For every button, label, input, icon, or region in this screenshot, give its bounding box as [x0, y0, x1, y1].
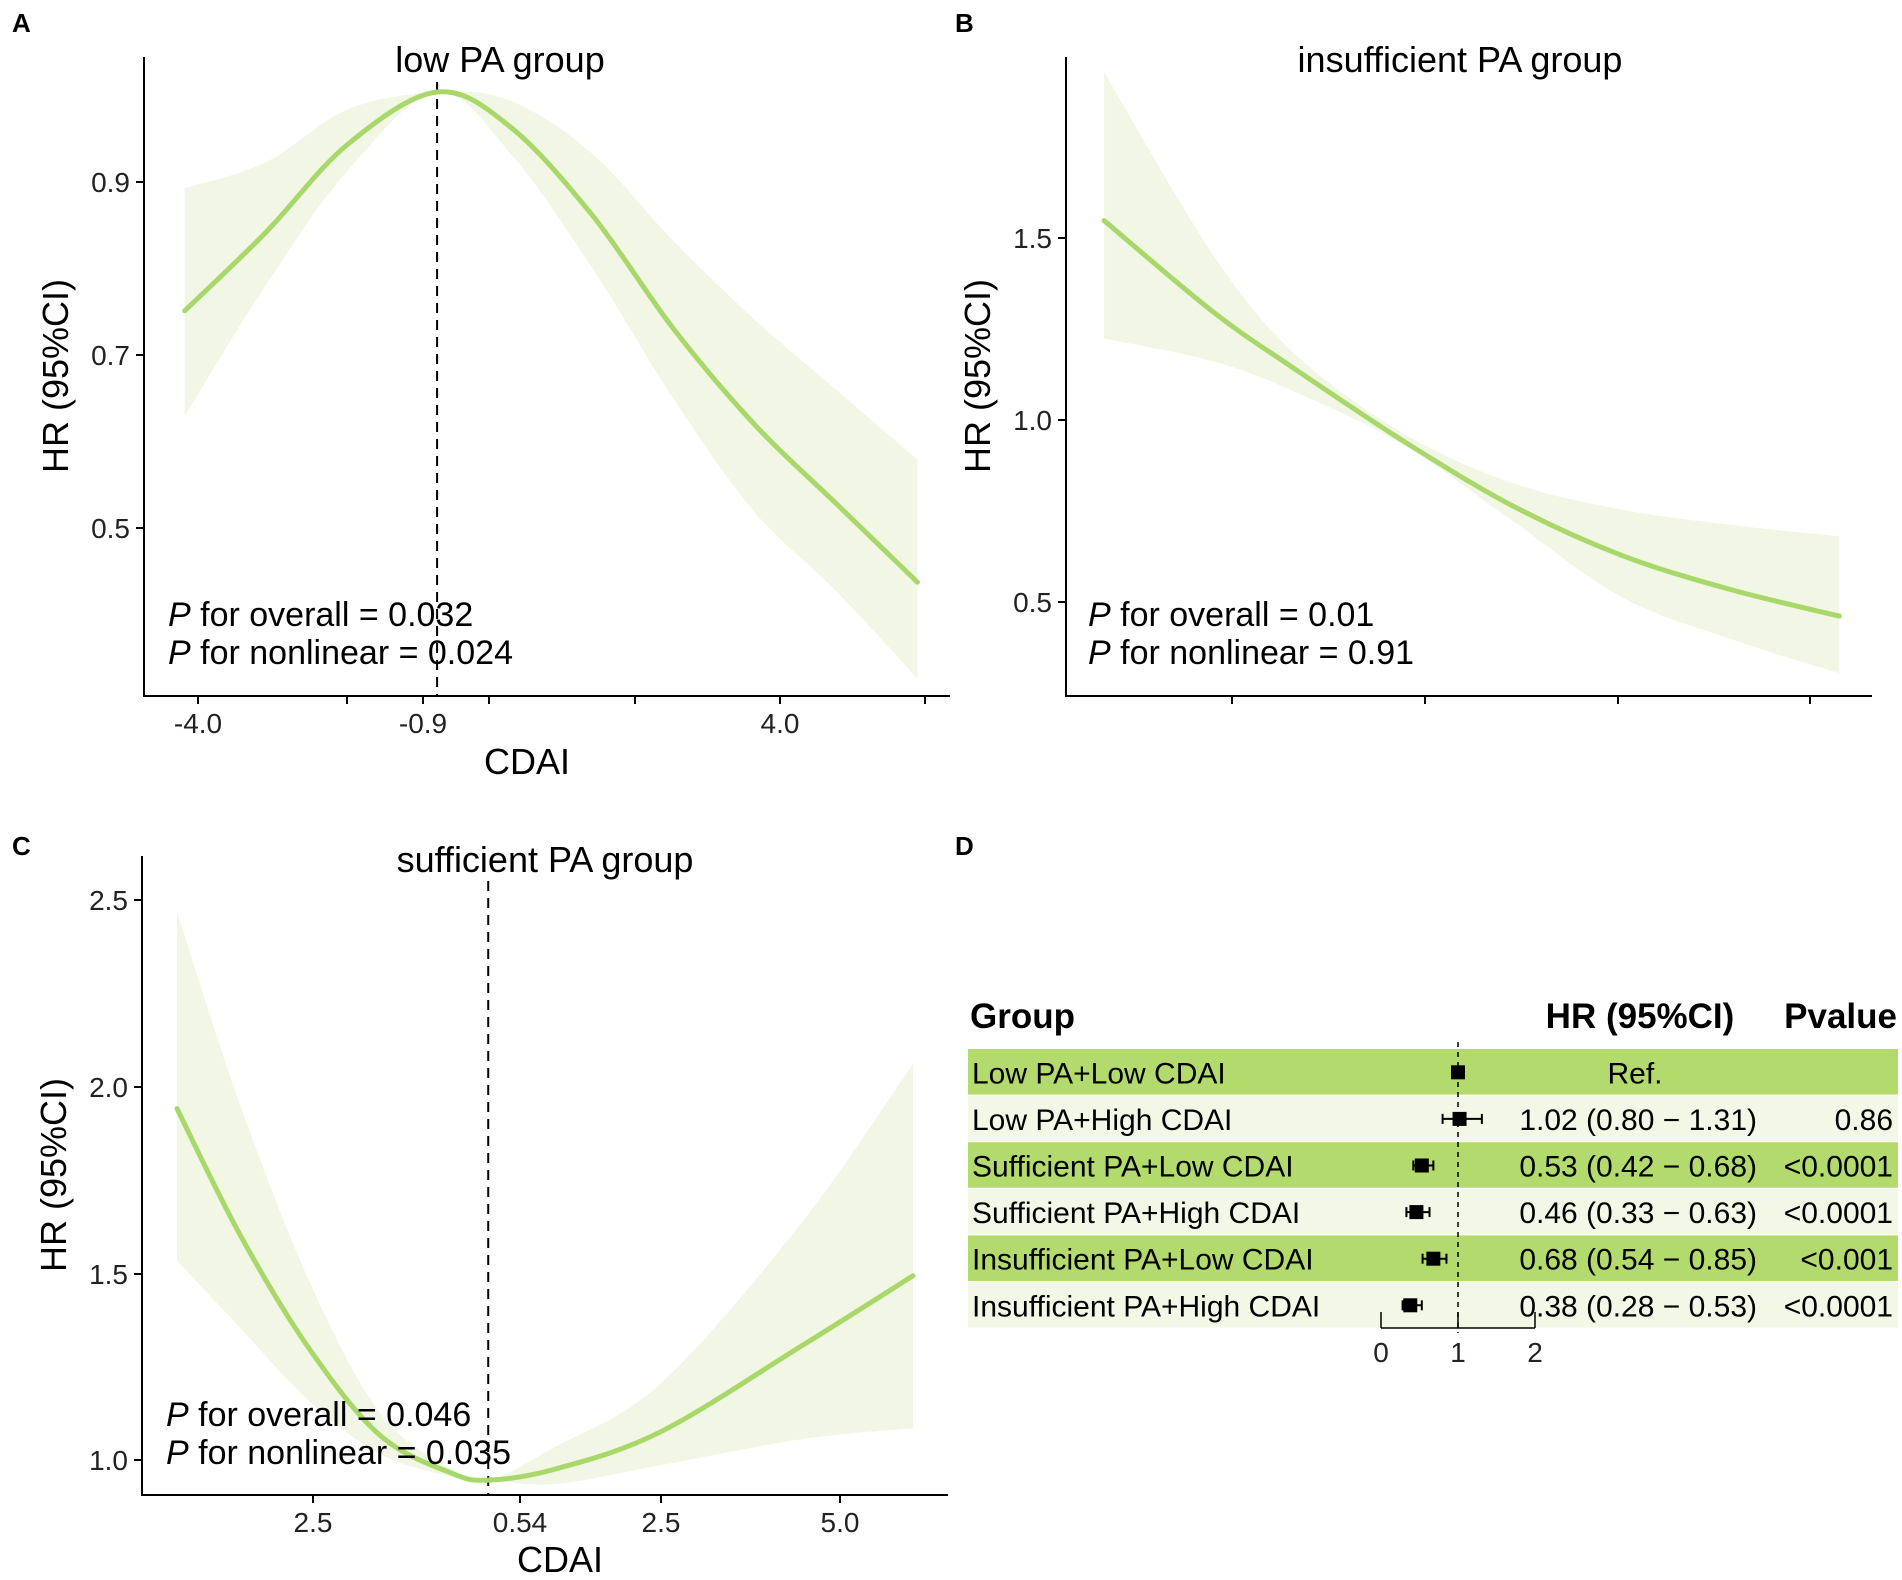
panel-c-xtick-label: 2.5	[642, 1507, 681, 1538]
panel-b-ytick-label: 0.5	[1013, 587, 1052, 618]
panel-c-ytick-label: 1.5	[89, 1259, 128, 1290]
forest-row-pvalue: <0.0001	[1784, 1290, 1893, 1323]
panel-c-hr-curve	[174, 1106, 916, 1483]
panel-c-xtick-label: 2.5	[294, 1507, 333, 1538]
panel-a-ytick-label: 0.5	[91, 513, 130, 544]
panel-c-x-label: CDAI	[517, 1539, 603, 1580]
forest-axis-tick-label: 0	[1373, 1337, 1389, 1368]
forest-x-axis: 0 1 2	[1373, 1312, 1543, 1368]
forest-header-pvalue: Pvalue	[1784, 997, 1897, 1036]
forest-point	[1452, 1111, 1467, 1126]
forest-point	[1403, 1298, 1418, 1313]
panel-c-ytick-label: 1.0	[89, 1445, 128, 1476]
panel-b-ci-band	[1104, 72, 1840, 674]
panel-c-ytick-label: 2.0	[89, 1072, 128, 1103]
forest-row-group: Low PA+Low CDAI	[972, 1057, 1226, 1090]
panel-c: C sufficient PA group 2.5 2.0 1.5 1.0 2.…	[12, 831, 948, 1580]
panel-a-xtick-label: -0.9	[399, 708, 447, 739]
panel-a-x-label: CDAI	[484, 741, 570, 782]
forest-row-group: Insufficient PA+Low CDAI	[972, 1244, 1314, 1277]
panel-a-ytick-label: 0.7	[91, 340, 130, 371]
forest-axis-tick-label: 2	[1527, 1337, 1543, 1368]
forest-row-hr: 1.02 (0.80 − 1.31)	[1519, 1104, 1757, 1137]
forest-row-group: Insufficient PA+High CDAI	[972, 1290, 1320, 1323]
forest-header-group: Group	[970, 997, 1075, 1036]
panel-d: D Group HR (95%CI) Pvalue Low PA+Low CDA…	[955, 831, 1898, 1368]
forest-row-band	[968, 1095, 1898, 1142]
panel-b-title: insufficient PA group	[1298, 39, 1623, 80]
forest-row-band	[968, 1282, 1898, 1328]
forest-point	[1414, 1158, 1429, 1173]
panel-letter-c: C	[12, 831, 31, 861]
panel-b-p-nonlinear: P for nonlinear = 0.91	[1088, 634, 1414, 672]
panel-c-p-overall: P for overall = 0.046	[166, 1396, 471, 1434]
panel-b-y-label: HR (95%CI)	[957, 279, 998, 473]
panel-a-y-label: HR (95%CI)	[35, 279, 76, 473]
forest-row-hr: Ref.	[1607, 1057, 1662, 1090]
panel-a-xtick-label: -4.0	[174, 708, 222, 739]
forest-row-band	[968, 1188, 1898, 1235]
forest-row-pvalue: 0.86	[1835, 1104, 1893, 1137]
panel-letter-d: D	[955, 831, 974, 861]
forest-row-band	[968, 1049, 1898, 1095]
panel-c-title: sufficient PA group	[397, 839, 694, 880]
panel-c-ytick-label: 2.5	[89, 885, 128, 916]
panel-b-hr-curve	[1101, 218, 1842, 619]
forest-row-pvalue: <0.0001	[1784, 1197, 1893, 1230]
panel-b-ytick-label: 1.5	[1013, 223, 1052, 254]
forest-row-group: Low PA+High CDAI	[972, 1104, 1232, 1137]
panel-a-title: low PA group	[395, 39, 604, 80]
forest-row-group: Sufficient PA+Low CDAI	[972, 1151, 1294, 1184]
forest-rows: Low PA+Low CDAI Ref. Low PA+High CDAI 1.02 …	[968, 1049, 1898, 1328]
forest-point	[1426, 1251, 1441, 1266]
panel-c-y-label: HR (95%CI)	[33, 1078, 74, 1272]
panel-b-p-overall: P for overall = 0.01	[1088, 596, 1374, 634]
forest-row-hr: 0.46 (0.33 − 0.63)	[1519, 1197, 1757, 1230]
forest-row-group: Sufficient PA+High CDAI	[972, 1197, 1300, 1230]
panel-letter-b: B	[955, 8, 974, 38]
forest-row-pvalue: <0.0001	[1784, 1151, 1893, 1184]
forest-row-hr: 0.38 (0.28 − 0.53)	[1519, 1290, 1757, 1323]
panel-a-p-nonlinear: P for nonlinear = 0.024	[168, 634, 513, 672]
forest-axis-tick-label: 1	[1450, 1337, 1466, 1368]
forest-header-hr: HR (95%CI)	[1546, 997, 1735, 1036]
panel-c-xtick-label: 0.54	[493, 1507, 548, 1538]
forest-row-hr: 0.53 (0.42 − 0.68)	[1519, 1151, 1757, 1184]
panel-c-ci-band	[177, 911, 913, 1485]
panel-c-p-nonlinear: P for nonlinear = 0.035	[166, 1434, 511, 1472]
panel-c-xtick-label: 5.0	[821, 1507, 860, 1538]
panel-letter-a: A	[12, 8, 31, 38]
panel-b: B insufficient PA group 1.5 1.0 0.5 HR (…	[955, 8, 1872, 704]
panel-a-ytick-label: 0.9	[91, 167, 130, 198]
panel-a-ci-band	[184, 91, 918, 679]
forest-row-pvalue: <0.001	[1800, 1244, 1893, 1277]
panel-b-ytick-label: 1.0	[1013, 405, 1052, 436]
panel-a-hr-curve	[182, 89, 920, 585]
forest-row-hr: 0.68 (0.54 − 0.85)	[1519, 1244, 1757, 1277]
forest-point	[1409, 1205, 1424, 1220]
panel-a: A low PA group 0.9 0.7 0.5 -4.0 -0.9 4.0…	[12, 8, 950, 782]
panel-a-xtick-label: 4.0	[761, 708, 800, 739]
panel-a-p-overall: P for overall = 0.032	[168, 596, 473, 634]
